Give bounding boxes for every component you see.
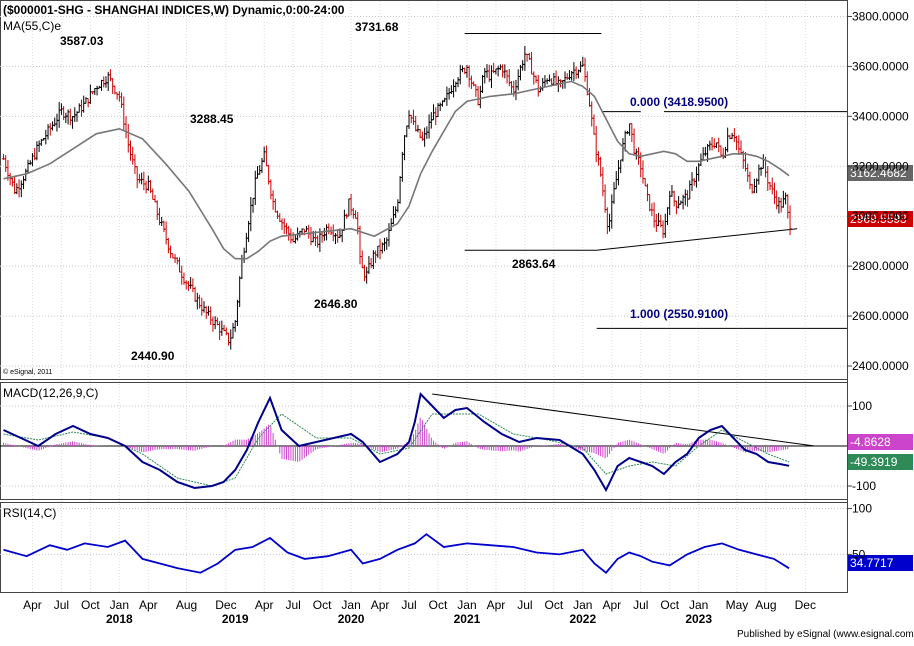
ma-line — [3, 80, 790, 260]
annotation-layer: 3587.03 3288.45 3731.68 2440.90 2646.80 2863.… — [60, 20, 913, 571]
x-tick-label: Dec — [795, 598, 816, 612]
price-ytick-label: 3200.0000 — [852, 159, 909, 173]
x-tick-label: Jul — [633, 598, 648, 612]
x-tick-label: Jan — [689, 598, 708, 612]
x-year-label: 2020 — [338, 612, 365, 626]
ma-value-label-box — [848, 165, 913, 181]
rsi-ytick-label: 100 — [852, 502, 872, 516]
x-axis-labels: Apr Jul Oct Jan Apr Aug Dec Apr Jul Oct Jan Apr Jul O… — [23, 598, 816, 626]
x-tick-label: Apr — [255, 598, 274, 612]
x-tick-label: Jan — [110, 598, 129, 612]
price-annotation: 2440.90 — [131, 349, 175, 363]
macd-hist-value: -4.8628 — [850, 435, 891, 449]
rsi-grid — [0, 501, 847, 592]
watermark: © eSignal, 2011 — [3, 368, 53, 376]
footer-credit: Published by eSignal (www.esignal.com) — [737, 629, 914, 640]
rsi-value: 34.7717 — [850, 556, 894, 570]
x-tick-label: Apr — [23, 598, 42, 612]
price-ytick-label: 3400.0000 — [852, 109, 909, 123]
last-price-label: 2969.5593 — [850, 212, 907, 226]
macd-hist-value-box — [848, 434, 913, 450]
price-ytick-label: 2800.0000 — [852, 259, 909, 273]
price-ytick-label: 3600.0000 — [852, 59, 909, 73]
x-tick-label: Aug — [755, 598, 776, 612]
x-tick-label: Apr — [487, 598, 506, 612]
macd-ytick-label: 100 — [852, 399, 872, 413]
price-grid — [0, 1, 847, 377]
series-layer — [1, 45, 792, 574]
x-tick-label: May — [726, 598, 749, 612]
price-annotation: 3731.68 — [355, 20, 399, 34]
macd-title: MACD(12,26,9,C) — [3, 386, 98, 400]
x-tick-label: Jan — [573, 598, 592, 612]
x-tick-label: Jul — [517, 598, 532, 612]
price-title: ($000001-SHG - SHANGHAI INDICES,W) Dynam… — [3, 3, 345, 17]
x-tick-label: Dec — [215, 598, 236, 612]
x-tick-label: Jan — [457, 598, 476, 612]
x-tick-label: Oct — [429, 598, 448, 612]
macd-grid — [0, 381, 847, 499]
price-ytick-label: 3000.0000 — [852, 209, 909, 223]
x-tick-label: Apr — [371, 598, 390, 612]
x-tick-label: Jul — [285, 598, 300, 612]
price-ytick-label: 2400.0000 — [852, 359, 909, 373]
macd-panel — [0, 382, 848, 500]
fib-level-label: 0.000 (3418.9500) — [630, 95, 728, 109]
price-panel — [0, 0, 848, 380]
macd-value: -49.3919 — [850, 455, 898, 469]
rsi-panel — [0, 502, 848, 593]
x-year-label: 2018 — [106, 612, 133, 626]
rsi-title: RSI(14,C) — [3, 506, 56, 520]
x-tick-label: Apr — [139, 598, 158, 612]
macd-line — [3, 391, 790, 493]
x-year-label: 2021 — [454, 612, 481, 626]
macd-value-box — [848, 454, 913, 470]
rsi-line — [3, 533, 790, 574]
price-ytick-label: 2600.0000 — [852, 309, 909, 323]
y-axis-labels: 2400.0000 2600.0000 2800.0000 3000.0000 3200… — [847, 9, 909, 561]
macd-ytick-label: -100 — [852, 479, 876, 493]
price-ytick-label: 3800.0000 — [852, 9, 909, 23]
x-tick-label: Jul — [401, 598, 416, 612]
price-annotation: 3288.45 — [190, 112, 234, 126]
macd-signal-line — [3, 413, 790, 487]
price-annotation: 2646.80 — [314, 297, 358, 311]
x-tick-label: Oct — [313, 598, 332, 612]
x-tick-label: Oct — [545, 598, 564, 612]
price-annotation: 3587.03 — [60, 34, 104, 48]
x-year-label: 2023 — [685, 612, 712, 626]
x-tick-label: Oct — [660, 598, 679, 612]
rsi-value-box — [848, 555, 913, 571]
ma-label: MA(55,C)e — [3, 19, 61, 33]
x-tick-label: Aug — [176, 598, 197, 612]
ma-value-label: 3162.4682 — [850, 166, 907, 180]
x-tick-label: Apr — [602, 598, 621, 612]
x-tick-label: Jan — [341, 598, 360, 612]
x-year-label: 2019 — [222, 612, 249, 626]
x-tick-label: Oct — [81, 598, 100, 612]
fib-level-label: 1.000 (2550.9100) — [630, 307, 728, 321]
x-tick-label: Jul — [54, 598, 69, 612]
rsi-ytick-label: 50 — [852, 547, 866, 561]
macd-trendline — [432, 393, 815, 447]
rising-support-line — [596, 228, 798, 251]
price-annotation: 2863.64 — [512, 257, 556, 271]
x-year-label: 2022 — [569, 612, 596, 626]
last-price-label-box — [848, 211, 913, 227]
